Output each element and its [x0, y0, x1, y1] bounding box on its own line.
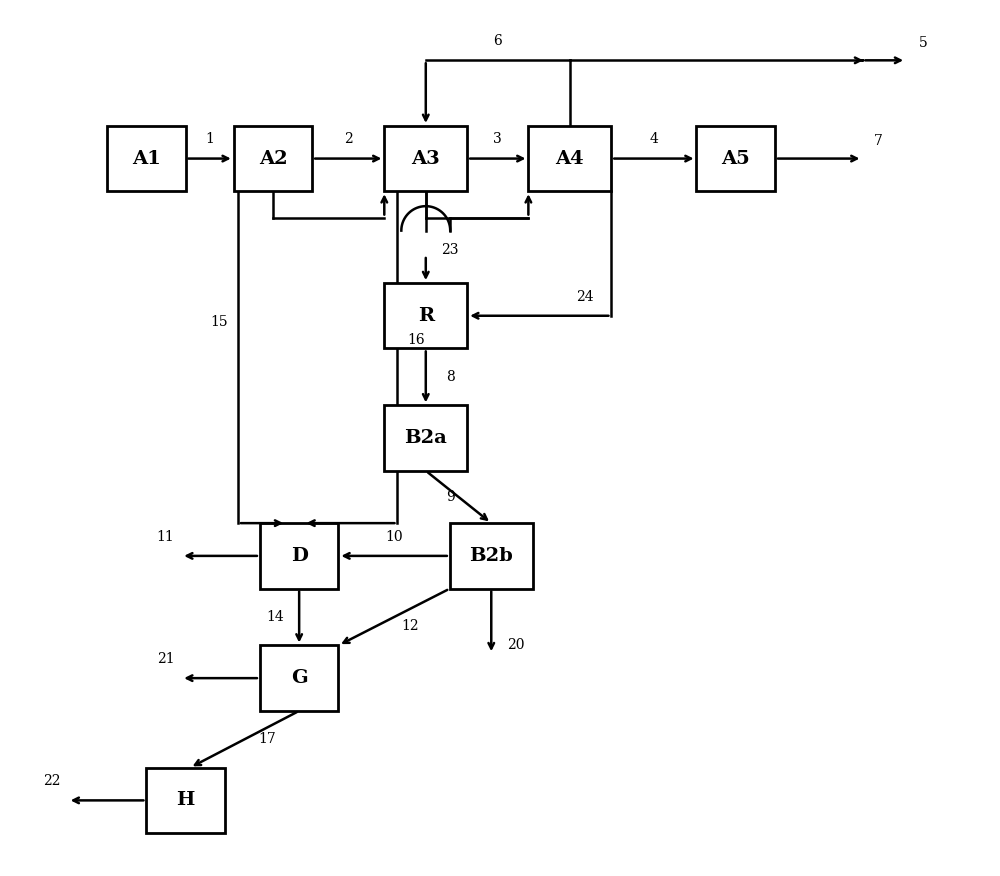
- Text: 22: 22: [43, 774, 61, 788]
- Text: A4: A4: [556, 150, 584, 167]
- Text: 5: 5: [919, 36, 928, 50]
- Text: R: R: [418, 307, 434, 325]
- Text: 16: 16: [408, 333, 425, 347]
- Text: 9: 9: [446, 490, 455, 504]
- Text: 12: 12: [401, 618, 419, 632]
- Text: 2: 2: [344, 132, 353, 146]
- Text: A1: A1: [132, 150, 161, 167]
- Text: 17: 17: [258, 732, 276, 746]
- Text: H: H: [176, 791, 195, 809]
- Bar: [234, 126, 312, 191]
- Text: 21: 21: [157, 652, 174, 666]
- Text: B2b: B2b: [469, 547, 513, 565]
- Text: 3: 3: [493, 132, 502, 146]
- Text: G: G: [291, 669, 307, 687]
- Text: 14: 14: [266, 610, 284, 624]
- Bar: [384, 406, 467, 470]
- Text: D: D: [291, 547, 308, 565]
- Text: A3: A3: [411, 150, 440, 167]
- Text: 10: 10: [385, 530, 403, 544]
- Bar: [107, 126, 186, 191]
- Bar: [450, 523, 533, 589]
- Text: 24: 24: [576, 290, 594, 304]
- Text: 4: 4: [649, 132, 658, 146]
- Text: A5: A5: [721, 150, 750, 167]
- Bar: [146, 767, 225, 833]
- Text: 6: 6: [493, 34, 502, 48]
- Text: 15: 15: [210, 315, 228, 329]
- Text: 8: 8: [446, 370, 455, 384]
- Bar: [384, 126, 467, 191]
- Text: B2a: B2a: [404, 429, 447, 447]
- Text: A2: A2: [259, 150, 287, 167]
- Bar: [528, 126, 611, 191]
- Text: 20: 20: [507, 639, 524, 653]
- Text: 1: 1: [205, 132, 214, 146]
- Bar: [260, 646, 338, 711]
- Text: 11: 11: [157, 530, 174, 544]
- Text: 23: 23: [441, 243, 459, 257]
- Bar: [260, 523, 338, 589]
- Bar: [384, 283, 467, 349]
- Text: 7: 7: [874, 134, 883, 148]
- Bar: [696, 126, 775, 191]
